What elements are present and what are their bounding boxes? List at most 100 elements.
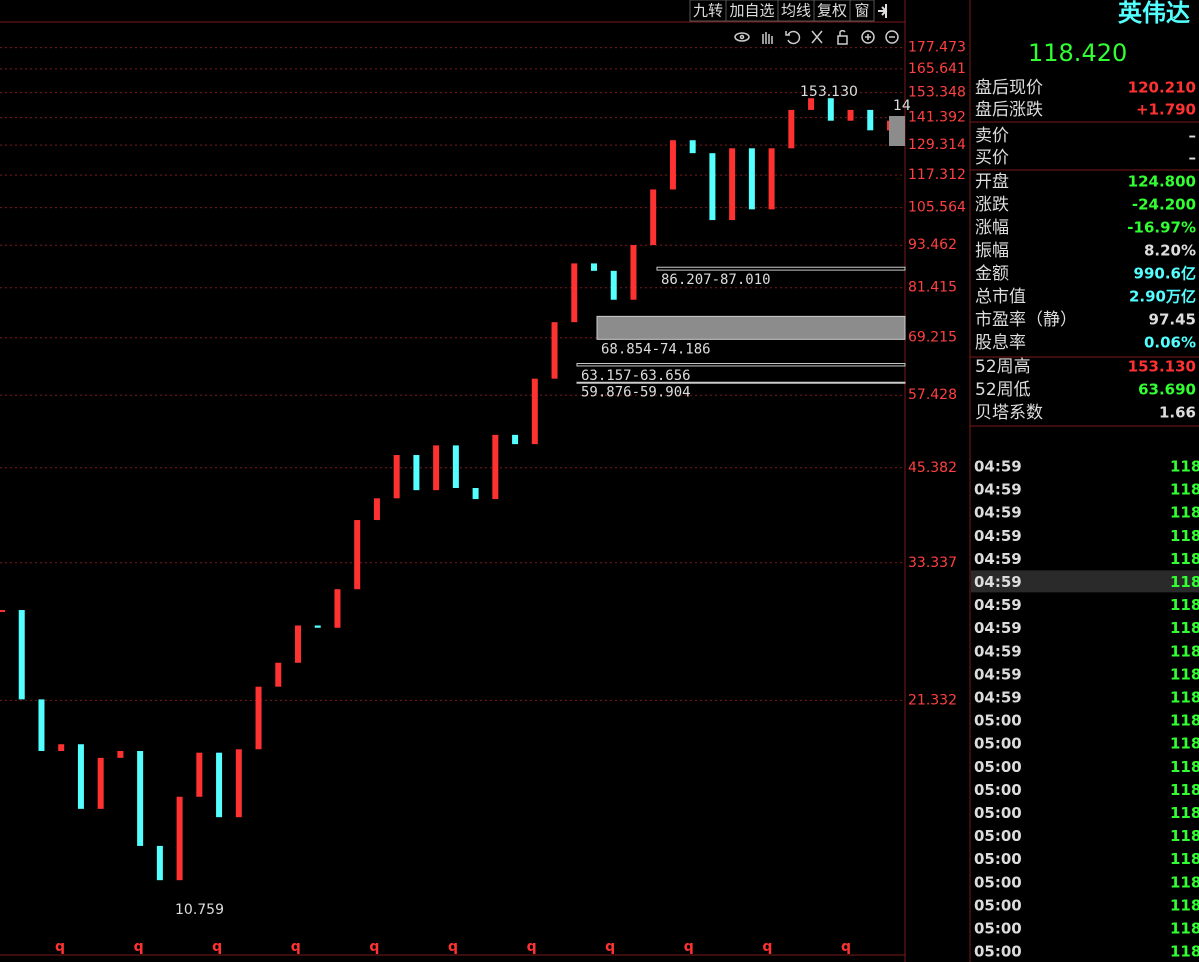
candle — [0, 610, 5, 613]
tick-time: 05:00 — [974, 804, 1022, 822]
tick-time: 05:00 — [974, 781, 1022, 799]
candle — [788, 109, 795, 149]
marker: q — [684, 939, 694, 955]
quote-value: 97.45 — [1149, 311, 1196, 329]
toolbar-label[interactable]: 复权 — [817, 2, 847, 20]
y-tick-label: 153.348 — [908, 85, 966, 101]
tick-time: 05:00 — [974, 920, 1022, 938]
tick-price: 118 — [1170, 550, 1199, 568]
quote-value: 1.66 — [1159, 404, 1196, 422]
tick-price: 118 — [1170, 527, 1199, 545]
quote-value: – — [1189, 149, 1197, 167]
candle — [650, 189, 657, 246]
candle — [58, 744, 65, 751]
exit-icon[interactable] — [878, 4, 888, 18]
marker: q — [291, 939, 301, 955]
chart-tools[interactable] — [734, 29, 899, 45]
tick-time: 04:59 — [974, 458, 1022, 476]
stock-name: 英伟达 — [1118, 0, 1190, 27]
marker: q — [448, 939, 458, 955]
tick-price: 118 — [1170, 642, 1199, 660]
y-tick-label: 33.337 — [908, 555, 957, 571]
tick-price: 118 — [1170, 758, 1199, 776]
y-tick-label: 141.392 — [908, 110, 966, 126]
tick-price: 118 — [1170, 712, 1199, 730]
candle — [137, 750, 144, 846]
y-tick-label: 105.564 — [908, 200, 966, 216]
candle — [433, 445, 440, 491]
candle — [295, 625, 301, 663]
quote-value: 990.6亿 — [1134, 265, 1196, 283]
zone-label: 63.157-63.656 — [581, 368, 691, 384]
marker: q — [55, 939, 65, 955]
tick-time: 04:59 — [974, 550, 1022, 568]
candle — [531, 378, 538, 445]
quote-label: 市盈率（静） — [975, 310, 1077, 330]
zone — [596, 315, 906, 340]
y-tick-label: 177.473 — [908, 40, 966, 56]
candle — [235, 749, 242, 818]
marker: q — [841, 939, 851, 955]
zone-label: 68.854-74.186 — [601, 341, 711, 357]
tick-highlight — [971, 570, 1199, 593]
quote-label: 盘后涨跌 — [975, 100, 1043, 120]
plot: 177.473 165.641 153.348 141.392 129.314 117.3… — [0, 40, 966, 955]
candle — [354, 520, 361, 590]
quote-value: +1.790 — [1136, 101, 1196, 119]
quote-label: 52周低 — [975, 380, 1031, 400]
tick-time: 05:00 — [974, 850, 1022, 868]
tick-price: 118 — [1170, 850, 1199, 868]
tick-price: 118 — [1170, 573, 1199, 591]
candle — [669, 140, 676, 190]
candle — [156, 845, 163, 881]
quote-value: 124.800 — [1128, 173, 1196, 191]
candle — [630, 245, 637, 300]
zone — [656, 266, 906, 271]
candle — [492, 434, 499, 500]
tick-price: 118 — [1170, 896, 1199, 914]
y-tick-label: 93.462 — [908, 237, 957, 253]
tick-time: 05:00 — [974, 896, 1022, 914]
tick-time: 05:00 — [974, 712, 1022, 730]
toolbar-label[interactable]: 窗 — [854, 2, 869, 20]
candle — [334, 589, 341, 628]
tick-time: 04:59 — [974, 619, 1022, 637]
candle — [571, 263, 578, 323]
max-label: 153.130 — [800, 84, 858, 100]
min-label: 10.759 — [175, 902, 224, 918]
candle — [808, 98, 815, 110]
tick-time: 05:00 — [974, 735, 1022, 753]
candle — [709, 153, 716, 221]
tick-time: 04:59 — [974, 596, 1022, 614]
candle — [117, 750, 124, 758]
marker: q — [527, 939, 537, 955]
quote-panel: 英伟达 118.420 盘后现价 120.210 盘后涨跌 +1.790 卖价 – 买价 – 开盘 1… — [970, 0, 1199, 961]
y-tick-label: 129.314 — [908, 137, 966, 153]
toolbar-button[interactable] — [849, 0, 875, 22]
candle — [216, 752, 223, 818]
candle — [97, 757, 104, 809]
quote-label: 52周高 — [975, 357, 1031, 377]
candle — [413, 455, 420, 491]
y-tick-label: 57.428 — [908, 387, 957, 403]
candle — [18, 610, 25, 700]
y-tick-label: 69.215 — [908, 330, 957, 346]
tick-time: 04:59 — [974, 573, 1022, 591]
marker: q — [369, 939, 379, 955]
tick-price: 118 — [1170, 873, 1199, 891]
candle — [452, 445, 459, 488]
quote-label: 涨幅 — [975, 218, 1009, 238]
candle — [867, 109, 874, 131]
y-tick-label: 117.312 — [908, 167, 966, 183]
zone — [576, 363, 906, 367]
toolbar-label[interactable]: 加自选 — [729, 2, 774, 20]
current-box — [889, 116, 905, 146]
toolbar-label[interactable]: 均线 — [781, 2, 811, 20]
y-tick-label: 81.415 — [908, 280, 957, 296]
quote-label: 开盘 — [975, 172, 1009, 192]
y-tick-label: 45.382 — [908, 460, 957, 476]
toolbar-label[interactable]: 九转 — [693, 2, 723, 20]
candle — [610, 270, 617, 300]
candle — [847, 109, 854, 121]
